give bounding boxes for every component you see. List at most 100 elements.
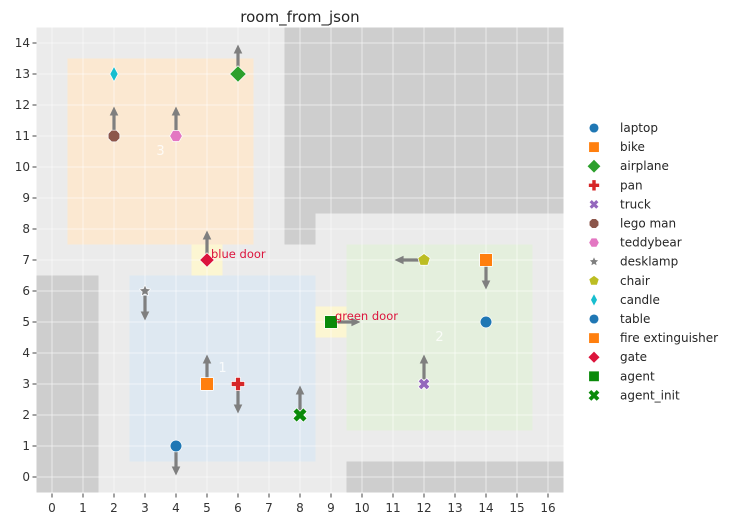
object-marker-airplane [229, 65, 247, 83]
legend-item-laptop: laptop [588, 121, 658, 135]
object-marker-teddybear [169, 130, 183, 142]
tick-marks [32, 42, 549, 498]
legend-marker-teddybear [588, 237, 600, 248]
arrow-head [140, 311, 150, 321]
legend-item-pan: pan [588, 178, 643, 192]
y-tick-label: 4 [22, 346, 30, 360]
y-tick-label: 6 [22, 284, 30, 298]
room-rect-2 [346, 244, 533, 431]
y-tick-label: 1 [22, 439, 30, 453]
legend-marker-laptop [588, 122, 600, 134]
x-tick-label: 8 [296, 501, 304, 515]
object-marker-chair [417, 253, 431, 266]
y-tick-label: 0 [22, 470, 30, 484]
x-tick-label: 1 [79, 501, 87, 515]
object-arrow-pan [233, 388, 243, 414]
legend-label-table: table [620, 312, 650, 326]
arrow-head [481, 280, 491, 290]
arrow-head [233, 44, 243, 54]
room-rect-1 [129, 275, 316, 462]
legend-marker-desklamp [589, 256, 599, 266]
x-tick-label: 11 [385, 501, 400, 515]
legend-item-chair: chair [588, 274, 650, 288]
legend-marker-bike [588, 141, 600, 153]
arrow-head [171, 466, 181, 476]
y-tick-label: 9 [22, 191, 30, 205]
legend-marker-agent-init [587, 389, 601, 402]
legend-label-bike: bike [620, 140, 645, 154]
object-marker-laptop [479, 315, 493, 329]
door-label-blue-door: blue door [211, 247, 266, 261]
legend-label-agent-init: agent_init [620, 388, 680, 402]
object-marker-table [169, 439, 183, 453]
object-arrow-bike [202, 354, 212, 380]
object-arrow-teddybear [171, 106, 181, 132]
object-marker-gate [199, 252, 215, 268]
legend-item-airplane: airplane [586, 159, 669, 174]
y-tick-label: 7 [22, 253, 30, 267]
y-tick-label: 12 [15, 98, 30, 112]
x-tick-label: 7 [265, 501, 273, 515]
x-tick-label: 9 [327, 501, 335, 515]
arrow-head [295, 385, 305, 395]
y-tick-label: 5 [22, 315, 30, 329]
room-label-3: 3 [156, 144, 164, 159]
legend-marker-agent [588, 370, 600, 382]
object-marker-desklamp [139, 284, 151, 297]
object-arrow-gate [202, 230, 212, 256]
room-label-2: 2 [435, 330, 443, 345]
x-tick-label: 5 [203, 501, 211, 515]
legend-label-lego-man: lego man [620, 217, 676, 231]
object-marker-bike [200, 377, 214, 391]
room-label-1: 1 [218, 361, 226, 376]
arrow-head [202, 230, 212, 240]
legend-label-gate: gate [620, 350, 647, 364]
x-tick-label: 4 [172, 501, 180, 515]
plot-title: room_from_json [240, 8, 359, 27]
object-marker-fire-extinguisher [479, 253, 493, 267]
x-tick-label: 10 [354, 501, 369, 515]
x-tick-label: 15 [509, 501, 524, 515]
x-tick-label: 2 [110, 501, 118, 515]
object-arrow-chair [394, 255, 420, 265]
arrow-head [394, 255, 404, 265]
legend-marker-candle [590, 293, 598, 307]
legend-item-gate: gate [587, 350, 647, 364]
object-arrow-fire-extinguisher [481, 264, 491, 290]
y-tick-label: 10 [15, 160, 30, 174]
legend-marker-gate [587, 350, 601, 364]
arrow-head [109, 106, 119, 116]
arrow-head [419, 354, 429, 364]
object-marker-candle [109, 66, 119, 82]
rooms [67, 58, 533, 462]
object-markers [107, 65, 493, 453]
object-marker-agent [324, 315, 338, 329]
legend-label-truck: truck [620, 197, 651, 211]
legend-label-chair: chair [620, 274, 650, 288]
object-arrow-desklamp [140, 295, 150, 321]
tick-labels: 0 1 2 3 4 5 6 7 8 9 10 11 12 13 14 15 160123456789101112… [15, 36, 556, 515]
arrow-head [171, 106, 181, 116]
legend-label-pan: pan [620, 178, 643, 192]
legend-label-teddybear: teddybear [620, 236, 682, 250]
legend-item-desklamp: desklamp [589, 255, 678, 269]
legend-item-lego-man: lego man [588, 217, 676, 231]
legend-item-table: table [588, 312, 650, 326]
object-marker-pan [230, 376, 246, 392]
object-arrow-agent-init [295, 385, 305, 411]
legend-item-agent: agent [588, 369, 655, 383]
room-labels: 1 2 3 [156, 144, 443, 376]
arrow-head [202, 354, 212, 364]
legend-item-truck: truck [588, 197, 651, 211]
legend-marker-truck [588, 199, 600, 210]
object-arrow-agent [335, 317, 361, 327]
legend-label-candle: candle [620, 293, 660, 307]
legend-item-teddybear: teddybear [588, 236, 682, 250]
room-rect-3 [67, 58, 254, 245]
legend: laptop bike airplane pan truck lego man teddyb… [586, 121, 718, 402]
legend-label-agent: agent [620, 369, 655, 383]
y-tick-label: 8 [22, 222, 30, 236]
legend-item-candle: candle [590, 293, 660, 307]
object-arrows [109, 44, 491, 476]
